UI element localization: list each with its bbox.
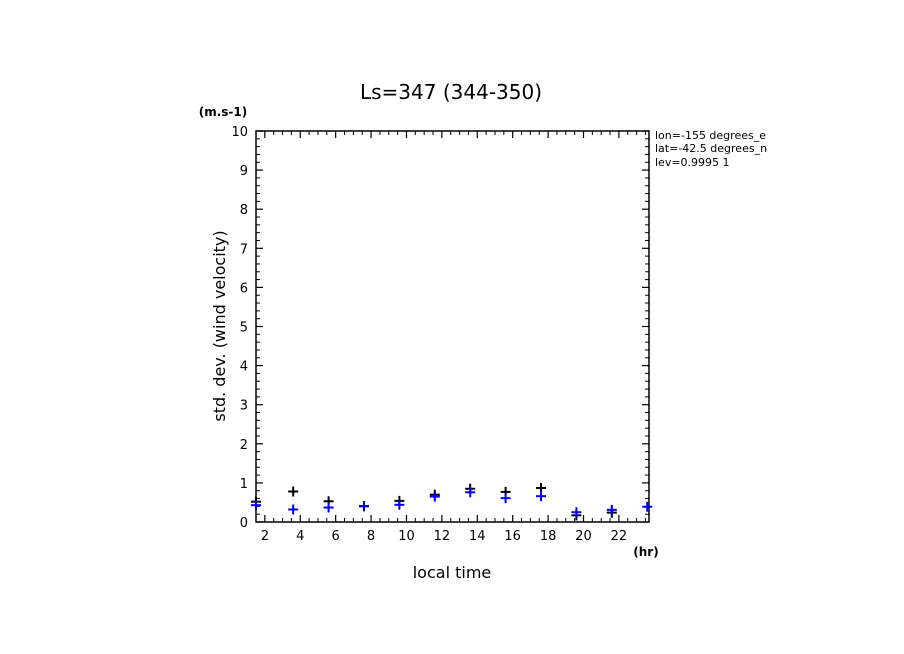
- data-point-series-1: [429, 491, 440, 502]
- data-point-series-1: [323, 502, 334, 513]
- x-tick-label: 20: [575, 529, 592, 544]
- y-tick-label: 10: [231, 125, 248, 140]
- data-point-series-1: [571, 507, 582, 518]
- y-tick-label: 4: [240, 360, 248, 375]
- annotation-lev: lev=0.9995 1: [655, 156, 730, 169]
- y-tick-label: 8: [240, 203, 248, 218]
- data-point-series-1: [500, 493, 511, 504]
- x-tick-label: 18: [540, 529, 557, 544]
- x-tick-label: 10: [398, 529, 415, 544]
- y-tick-label: 2: [240, 438, 248, 453]
- y-tick-label: 7: [240, 242, 248, 257]
- annotation-lon: lon=-155 degrees_e: [655, 129, 766, 142]
- x-tick-label: 16: [504, 529, 521, 544]
- plot-frame: [255, 130, 650, 523]
- data-point-series-0: [288, 486, 299, 497]
- x-tick-label: 8: [367, 529, 375, 544]
- data-point-series-1: [288, 504, 299, 515]
- x-tick-label: 4: [296, 529, 304, 544]
- x-tick-label: 14: [469, 529, 486, 544]
- data-point-series-1: [606, 504, 617, 515]
- x-tick-label: 2: [261, 529, 269, 544]
- x-tick-label: 22: [611, 529, 628, 544]
- y-tick-label: 6: [240, 281, 248, 296]
- y-axis-label: std. dev. (wind velocity): [210, 230, 229, 421]
- x-axis-label: local time: [413, 563, 492, 582]
- data-point-series-1: [251, 500, 261, 511]
- data-point-series-1: [536, 491, 547, 502]
- data-point-series-1: [642, 501, 653, 512]
- y-tick-label: 3: [240, 399, 248, 414]
- annotation-lat: lat=-42.5 degrees_n: [655, 142, 767, 155]
- data-point-series-1: [394, 499, 405, 510]
- x-tick-label: 12: [434, 529, 451, 544]
- y-tick-label: 9: [240, 164, 248, 179]
- chart-title: Ls=347 (344-350): [360, 80, 542, 104]
- y-tick-label: 5: [240, 321, 248, 336]
- x-axis-unit: (hr): [633, 545, 658, 559]
- y-tick-label: 0: [240, 516, 248, 531]
- data-point-series-1: [358, 500, 369, 511]
- data-point-series-1: [465, 487, 476, 498]
- data-marks: [251, 482, 653, 521]
- y-axis-unit: (m.s-1): [199, 105, 248, 119]
- y-tick-label: 1: [240, 477, 248, 492]
- annotation-clip: [780, 125, 904, 175]
- x-tick-label: 6: [332, 529, 340, 544]
